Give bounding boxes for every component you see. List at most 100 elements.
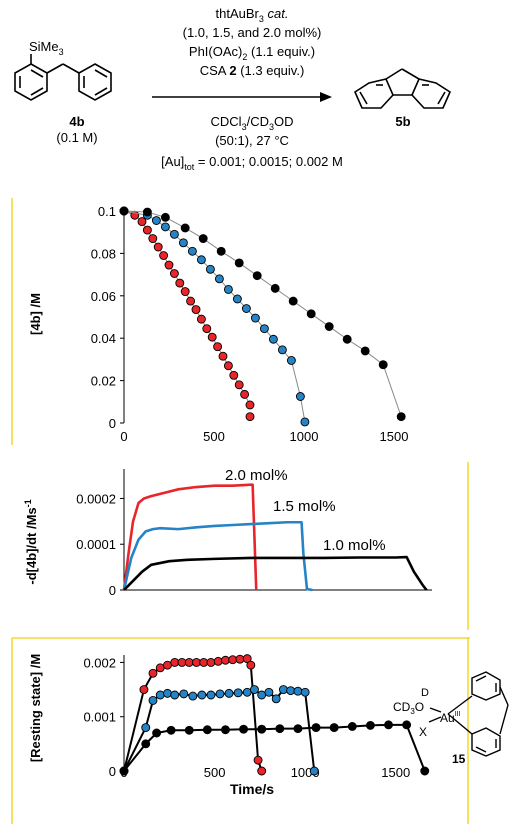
- reactant-concentration: (0.1 M): [56, 130, 97, 145]
- y-tick-label: 0.0001: [76, 537, 116, 552]
- y-tick-label: 0: [109, 416, 116, 431]
- reactant-label: 4b: [69, 114, 84, 129]
- data-point-red: [218, 351, 228, 361]
- data-point-red: [253, 755, 263, 765]
- y-tick-label: 0.04: [91, 331, 116, 346]
- series-black-line: [123, 555, 428, 591]
- data-point-red: [206, 657, 216, 667]
- data-point-black: [234, 258, 244, 268]
- data-point-blue: [278, 685, 288, 695]
- data-point-blue: [160, 222, 170, 232]
- reaction-scheme: SiMe3 4b (0.1 M) thtAuBr3 cat. (1.0, 1.5…: [14, 6, 452, 172]
- data-point-black: [384, 720, 393, 730]
- temperature-line: (50:1), 27 °C: [215, 133, 289, 148]
- loading-line: (1.0, 1.5, and 2.0 mol%): [183, 25, 322, 40]
- data-point-blue: [241, 304, 251, 313]
- series-blue-line: [122, 520, 313, 592]
- data-point-blue: [259, 324, 269, 334]
- annotation-1-5: 1.5 mol%: [273, 498, 336, 515]
- data-point-black: [396, 412, 406, 422]
- reactant-structure: [14, 54, 112, 101]
- data-point-blue: [187, 246, 197, 256]
- data-point-red: [202, 324, 212, 334]
- data-point-blue: [286, 356, 296, 365]
- data-point-black: [252, 271, 262, 281]
- data-point-black: [142, 207, 152, 217]
- y-tick-label: 0.0002: [76, 491, 116, 506]
- data-point-red: [191, 305, 201, 315]
- data-point-red: [213, 656, 223, 666]
- data-point-blue: [197, 690, 207, 700]
- product-label: 5b: [395, 114, 410, 129]
- chart-resting-state: [Resting state] /M Time/s 00.0010.002050…: [11, 637, 509, 824]
- annotation-1-0: 1.0 mol%: [323, 537, 386, 554]
- data-point-blue: [163, 688, 172, 698]
- data-point-black: [275, 724, 285, 734]
- x-axis-title: Time/s: [230, 781, 274, 797]
- complex-15-structure: [428, 671, 509, 757]
- complex-label: 15: [452, 752, 466, 766]
- data-point-black: [160, 212, 170, 222]
- data-point-blue: [179, 689, 189, 699]
- data-point-red: [228, 655, 238, 665]
- x-tick-label: 500: [204, 765, 226, 780]
- data-point-blue: [196, 255, 206, 265]
- data-point-black: [257, 724, 267, 734]
- data-point-red: [257, 766, 267, 776]
- data-point-blue: [205, 264, 215, 274]
- data-point-black: [360, 346, 370, 356]
- data-point-red: [186, 296, 196, 306]
- data-point-red: [169, 269, 179, 278]
- solvent-line: CDCl3/CD3OD: [211, 114, 294, 132]
- data-point-red: [180, 287, 190, 297]
- reaction-arrow: [152, 92, 332, 102]
- data-point-black: [119, 206, 129, 216]
- oxidant-line: PhI(OAc)2 (1.1 equiv.): [189, 44, 315, 62]
- data-point-blue: [249, 685, 259, 695]
- complex-solvent-ligand: CD3O: [393, 700, 424, 716]
- data-point-black: [306, 309, 316, 319]
- data-point-red: [137, 217, 147, 227]
- series-red-line: [123, 657, 263, 772]
- data-point-blue: [224, 688, 234, 698]
- data-point-black: [152, 728, 162, 738]
- data-point-blue: [277, 345, 287, 355]
- complex-deuterium: D: [421, 687, 429, 699]
- x-tick-label: 0: [120, 429, 127, 444]
- data-point-blue: [309, 766, 319, 776]
- data-point-red: [164, 260, 174, 270]
- data-point-black: [216, 246, 226, 256]
- data-point-blue: [250, 313, 260, 323]
- data-point-red: [159, 251, 169, 260]
- data-point-blue: [271, 694, 281, 704]
- y-axis-title: [4b] /M: [28, 293, 43, 335]
- data-point-red: [234, 380, 244, 390]
- series-red-line: [122, 483, 258, 591]
- data-point-black: [184, 725, 194, 735]
- data-point-blue: [295, 392, 305, 401]
- data-point-red: [142, 225, 152, 235]
- data-point-black: [324, 322, 334, 331]
- data-point-black: [239, 724, 249, 734]
- chart-substrate-decay: [4b] /M 0 0.02 0.04 0.06 0.08 0.1 0 500 1000 1500: [11, 198, 409, 445]
- data-point-black: [311, 723, 321, 733]
- data-point-black: [347, 722, 357, 731]
- data-point-red: [229, 370, 239, 380]
- data-point-black: [198, 234, 208, 244]
- data-point-blue: [170, 690, 180, 700]
- x-tick-label: 1000: [290, 429, 319, 444]
- x-tick-label: 500: [203, 429, 225, 444]
- data-point-red: [148, 234, 158, 244]
- data-point-black: [221, 725, 230, 735]
- data-point-blue: [151, 216, 161, 225]
- data-point-blue: [293, 686, 303, 696]
- data-point-red: [240, 389, 250, 399]
- data-point-blue: [268, 334, 278, 344]
- data-point-red: [223, 361, 233, 371]
- data-point-black: [342, 334, 352, 344]
- gold-concentration-line: [Au]tot = 0.001; 0.0015; 0.002 M: [161, 154, 343, 172]
- reactant-substituent: SiMe3: [29, 39, 64, 57]
- x-tick-label: 1500: [380, 429, 409, 444]
- y-tick-label: 0.06: [91, 289, 116, 304]
- data-point-blue: [233, 688, 243, 698]
